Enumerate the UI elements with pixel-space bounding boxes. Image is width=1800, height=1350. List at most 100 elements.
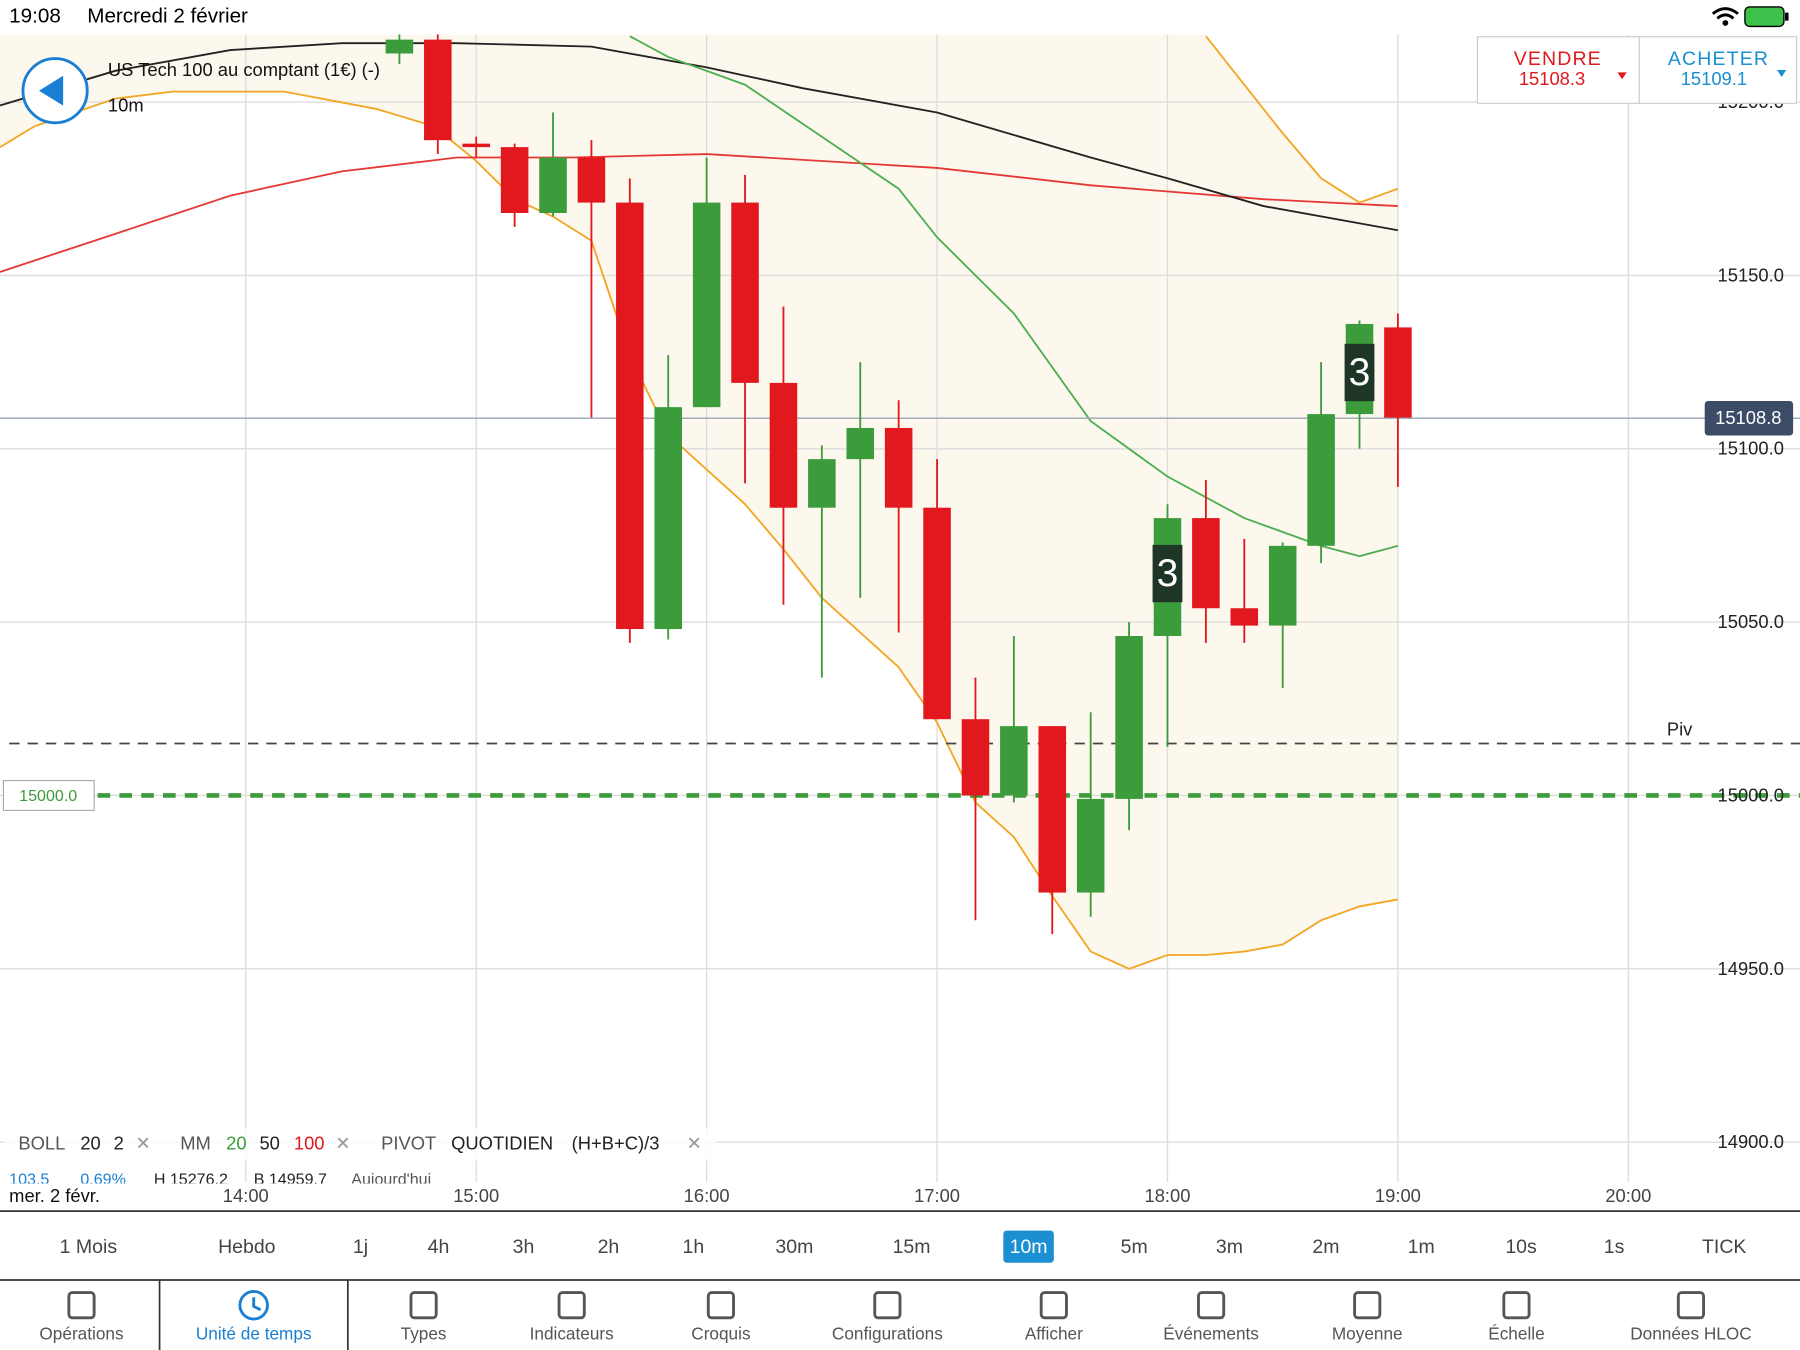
legend-item: 50	[259, 1132, 279, 1153]
legend-item: 2	[114, 1132, 124, 1153]
timeframe-option[interactable]: 10s	[1505, 1236, 1537, 1258]
candle-body	[808, 459, 836, 508]
timeframe-option[interactable]: 4h	[428, 1236, 450, 1258]
candle-body	[500, 147, 529, 213]
timeframe-option[interactable]: 1 Mois	[60, 1236, 118, 1258]
tab-label[interactable]: Opérations	[39, 1324, 123, 1344]
timeframe-label: 10m	[108, 95, 144, 116]
timeframe-option[interactable]: 15m	[893, 1236, 931, 1258]
candle-body	[1268, 545, 1297, 626]
status-date: Mercredi 2 février	[87, 5, 248, 28]
legend-item: 20	[80, 1132, 100, 1153]
tab-label[interactable]: Unité de temps	[196, 1324, 312, 1344]
y-tick-label: 15100.0	[1718, 438, 1784, 459]
x-tick-label: 20:00	[1605, 1185, 1651, 1206]
tab-icon	[238, 1290, 269, 1321]
timeframe-option[interactable]: 1s	[1604, 1236, 1625, 1258]
timeframe-option[interactable]: 10m	[1010, 1236, 1048, 1258]
battery-tip	[1785, 12, 1789, 21]
candle-body	[1230, 608, 1259, 626]
y-tick-label: 14950.0	[1718, 958, 1784, 979]
tab-icon	[1353, 1291, 1382, 1320]
candle-body	[424, 39, 452, 141]
candle-body	[1076, 798, 1105, 893]
candle-body	[769, 382, 798, 508]
legend-item: 20	[226, 1132, 246, 1153]
sell-price[interactable]: 15108.3	[1519, 68, 1585, 89]
candle-body	[616, 202, 644, 630]
moving-average	[0, 153, 1398, 273]
legend-item: QUOTIDIEN	[451, 1132, 553, 1153]
battery-icon	[1744, 6, 1785, 28]
last-price-label: 15108.8	[1715, 407, 1781, 428]
tab-label[interactable]: Données HLOC	[1630, 1324, 1751, 1344]
timeframe-option[interactable]: 2h	[598, 1236, 620, 1258]
bollinger-upper	[1205, 35, 1399, 204]
candle-body	[923, 507, 951, 720]
y-tick-label: 14900.0	[1718, 1131, 1784, 1152]
timeframe-option[interactable]: 30m	[775, 1236, 813, 1258]
timeframe-option[interactable]: 3m	[1216, 1236, 1243, 1258]
x-tick-label: 16:00	[684, 1185, 730, 1206]
sell-label[interactable]: VENDRE	[1514, 48, 1602, 70]
annotation-box	[1152, 544, 1183, 603]
instrument-name: US Tech 100 au comptant (1€) (-)	[108, 59, 380, 80]
candle-body	[961, 719, 990, 796]
x-tick-label: 19:00	[1375, 1185, 1421, 1206]
timeframe-option[interactable]: 1j	[353, 1236, 368, 1258]
tab-icon	[1039, 1291, 1068, 1320]
date-row	[0, 1183, 1800, 1212]
tab-icon	[67, 1291, 96, 1320]
annotation-text: 3	[1349, 351, 1371, 394]
timeframe-option[interactable]: 3h	[513, 1236, 535, 1258]
tab-icon	[557, 1291, 586, 1320]
timeframe-option[interactable]: Hebdo	[218, 1236, 276, 1258]
x-tick-label: 18:00	[1145, 1185, 1191, 1206]
legend-bg	[4, 1128, 717, 1161]
timeframe-option[interactable]: 5m	[1121, 1236, 1148, 1258]
tab-label[interactable]: Croquis	[691, 1324, 750, 1344]
candle-body	[577, 157, 606, 203]
tab-icon	[1502, 1291, 1531, 1320]
tab-label[interactable]: Types	[401, 1324, 447, 1344]
buy-label[interactable]: ACHETER	[1668, 48, 1769, 70]
bollinger-lower	[0, 90, 1399, 970]
timeframe-option[interactable]: 1m	[1408, 1236, 1435, 1258]
tab-icon	[1676, 1291, 1706, 1320]
legend-item: 100	[294, 1132, 325, 1153]
candle-body	[884, 427, 913, 508]
quote-box	[1476, 36, 1798, 104]
legend-item: ✕	[335, 1132, 350, 1153]
x-tick-label: 15:00	[453, 1185, 499, 1206]
tab-icon	[252, 1297, 262, 1312]
legend-item: ✕	[135, 1132, 150, 1153]
status-bar	[0, 0, 1800, 35]
legend-item: (H+B+C)/3	[572, 1132, 660, 1153]
legend-item: BOLL	[18, 1132, 65, 1153]
tab-label[interactable]: Afficher	[1025, 1324, 1083, 1344]
candle-body	[1307, 414, 1335, 546]
candle-body	[539, 157, 567, 213]
buy-caret	[1777, 70, 1787, 77]
annotation-text: 3	[1157, 552, 1179, 595]
wifi-icon	[1711, 7, 1739, 20]
candle-body	[731, 202, 759, 383]
timeframe-option[interactable]: 2m	[1312, 1236, 1339, 1258]
tab-label[interactable]: Indicateurs	[530, 1324, 614, 1344]
timeframe-option[interactable]: 1h	[683, 1236, 705, 1258]
tab-label[interactable]: Événements	[1163, 1324, 1259, 1344]
legend-item: MM	[180, 1132, 211, 1153]
last-price-tag	[1704, 401, 1794, 436]
tab-label[interactable]: Échelle	[1488, 1324, 1544, 1344]
tab-label[interactable]: Moyenne	[1332, 1324, 1403, 1344]
tab-label[interactable]: Configurations	[832, 1324, 943, 1344]
timeframe-option[interactable]: TICK	[1702, 1236, 1746, 1258]
candle-body	[1038, 726, 1067, 893]
tab-icon	[873, 1291, 902, 1320]
candle-body	[1384, 327, 1412, 418]
candle-body	[1000, 726, 1028, 796]
buy-price[interactable]: 15109.1	[1681, 68, 1747, 89]
x-tick-label: 14:00	[223, 1185, 269, 1206]
